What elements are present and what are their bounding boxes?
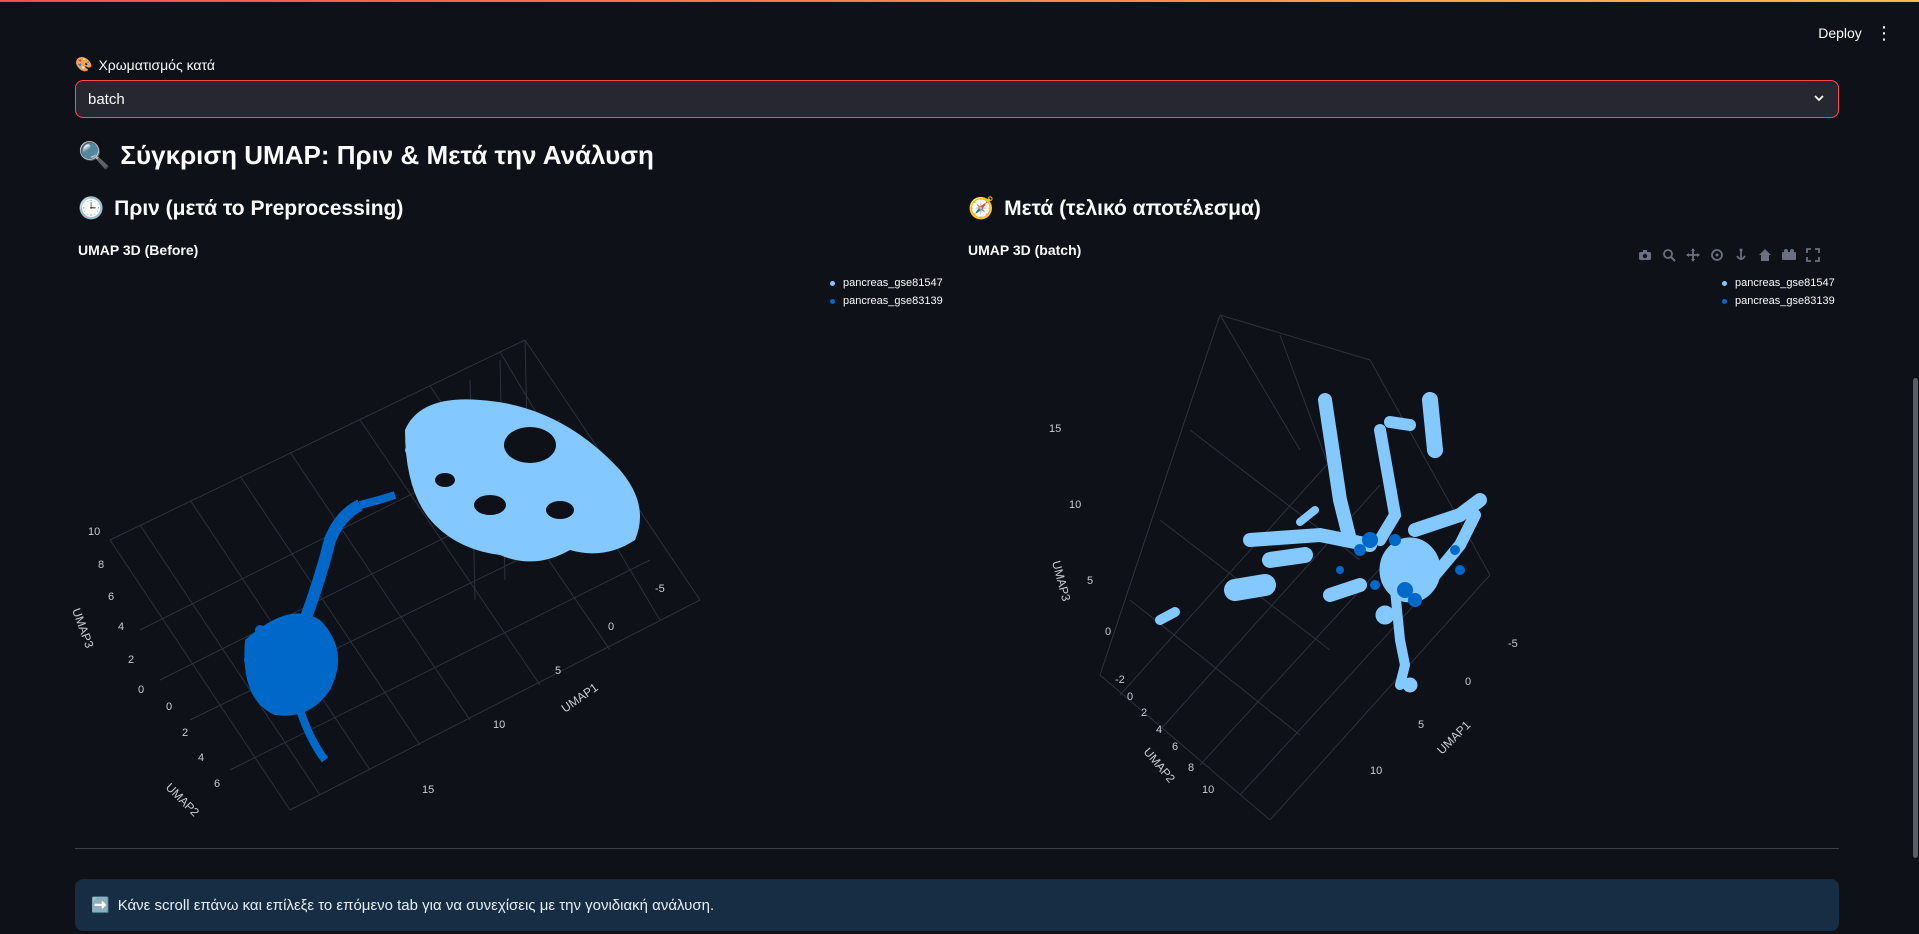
x-tick: 5 bbox=[1418, 719, 1424, 731]
before-heading-text: Πριν (μετά το Preprocessing) bbox=[114, 197, 404, 220]
z-tick: 6 bbox=[108, 591, 114, 603]
before-umap-plot[interactable]: 10 8 6 4 2 0 0 2 4 6 -5 0 5 10 15 UMAP1 … bbox=[60, 300, 760, 820]
top-decoration-line bbox=[0, 0, 1919, 2]
y-tick: 10 bbox=[1202, 784, 1214, 796]
x-tick: 0 bbox=[608, 621, 614, 633]
z-tick: 2 bbox=[128, 654, 134, 666]
before-heading: 🕒 Πριν (μετά το Preprocessing) bbox=[78, 197, 403, 221]
after-z-ticks: 15 10 5 0 bbox=[1049, 423, 1111, 638]
x-axis-label: UMAP1 bbox=[559, 680, 601, 715]
chevron-down-icon bbox=[1812, 91, 1826, 108]
before-y-ticks: 0 2 4 6 bbox=[166, 701, 220, 790]
color-select-label: 🎨 Χρωματισμός κατά bbox=[75, 56, 215, 73]
color-select-dropdown[interactable]: batch bbox=[75, 80, 1839, 118]
before-x-ticks: -5 0 5 10 15 bbox=[422, 583, 665, 796]
after-plot-legend[interactable]: pancreas_gse81547 pancreas_gse83139 bbox=[1722, 274, 1835, 310]
info-alert-text: Κάνε scroll επάνω και επίλεξε το επόμενο… bbox=[117, 896, 715, 914]
z-axis-label: UMAP3 bbox=[1049, 559, 1073, 603]
x-tick: -5 bbox=[1508, 638, 1518, 650]
y-tick: 4 bbox=[198, 752, 204, 764]
z-tick: 8 bbox=[98, 559, 104, 571]
color-select-value: batch bbox=[88, 90, 125, 108]
comparison-title-text: Σύγκριση UMAP: Πριν & Μετά την Ανάλυση bbox=[120, 140, 654, 170]
z-tick: 15 bbox=[1049, 423, 1061, 435]
legend-marker bbox=[1722, 298, 1727, 304]
camera-icon[interactable] bbox=[1636, 248, 1654, 265]
legend-label: pancreas_gse83139 bbox=[843, 295, 943, 307]
compass-icon: 🧭 bbox=[968, 197, 995, 220]
x-tick: -5 bbox=[655, 583, 665, 595]
x-axis-label: UMAP1 bbox=[1434, 718, 1473, 757]
after-heading: 🧭 Μετά (τελικό αποτέλεσμα) bbox=[968, 197, 1261, 221]
x-tick: 15 bbox=[422, 784, 434, 796]
y-axis-label: UMAP2 bbox=[163, 780, 202, 819]
y-tick: 0 bbox=[166, 701, 172, 713]
y-tick: 8 bbox=[1188, 762, 1194, 774]
before-z-ticks: 10 8 6 4 2 0 bbox=[88, 526, 144, 696]
turntable-icon[interactable] bbox=[1732, 248, 1750, 265]
legend-item[interactable]: pancreas_gse83139 bbox=[830, 292, 943, 310]
y-tick: 2 bbox=[182, 727, 188, 739]
legend-marker bbox=[830, 280, 835, 286]
x-tick: 10 bbox=[493, 719, 505, 731]
before-series-gse83139 bbox=[244, 491, 397, 763]
pan-icon[interactable] bbox=[1684, 248, 1702, 265]
x-tick: 5 bbox=[555, 665, 561, 677]
color-select-label-text: Χρωματισμός κατά bbox=[98, 56, 215, 73]
before-plot-title: UMAP 3D (Before) bbox=[78, 242, 199, 258]
after-y-ticks: -2 0 2 4 6 8 10 bbox=[1115, 674, 1214, 796]
legend-item[interactable]: pancreas_gse81547 bbox=[1722, 274, 1835, 292]
after-heading-text: Μετά (τελικό αποτέλεσμα) bbox=[1004, 197, 1261, 220]
z-tick: 0 bbox=[1105, 626, 1111, 638]
legend-label: pancreas_gse81547 bbox=[843, 277, 943, 289]
zoom-icon[interactable] bbox=[1660, 248, 1678, 265]
before-plot-legend[interactable]: pancreas_gse81547 pancreas_gse83139 bbox=[830, 274, 943, 310]
clock-icon: 🕒 bbox=[78, 197, 105, 220]
comparison-title: 🔍 Σύγκριση UMAP: Πριν & Μετά την Ανάλυση bbox=[78, 140, 654, 171]
legend-label: pancreas_gse81547 bbox=[1735, 277, 1835, 289]
plot-modebar bbox=[1636, 248, 1822, 265]
z-tick: 10 bbox=[88, 526, 100, 538]
y-tick: -2 bbox=[1115, 674, 1125, 686]
y-tick: 6 bbox=[214, 778, 220, 790]
y-tick: 0 bbox=[1127, 691, 1133, 703]
before-series-gse81547 bbox=[405, 399, 640, 562]
info-alert: ➡️ Κάνε scroll επάνω και επίλεξε το επόμ… bbox=[75, 879, 1839, 931]
z-tick: 5 bbox=[1087, 575, 1093, 587]
y-tick: 4 bbox=[1156, 724, 1162, 736]
z-tick: 10 bbox=[1069, 499, 1081, 511]
fullscreen-icon[interactable] bbox=[1804, 248, 1822, 265]
y-tick: 6 bbox=[1172, 741, 1178, 753]
orbit-icon[interactable] bbox=[1708, 248, 1726, 265]
y-tick: 2 bbox=[1141, 707, 1147, 719]
section-divider bbox=[75, 848, 1839, 849]
after-umap-plot[interactable]: 15 10 5 0 -2 0 2 4 6 8 10 -5 0 5 10 UMAP… bbox=[1040, 300, 1600, 820]
legend-item[interactable]: pancreas_gse83139 bbox=[1722, 292, 1835, 310]
legend-item[interactable]: pancreas_gse81547 bbox=[830, 274, 943, 292]
deploy-button[interactable]: Deploy bbox=[1818, 25, 1862, 41]
legend-marker bbox=[1722, 280, 1727, 286]
page-scrollbar[interactable] bbox=[1913, 378, 1918, 858]
z-axis-label: UMAP3 bbox=[69, 606, 96, 650]
z-tick: 0 bbox=[138, 684, 144, 696]
legend-label: pancreas_gse83139 bbox=[1735, 295, 1835, 307]
palette-icon: 🎨 bbox=[75, 56, 93, 72]
arrow-right-icon: ➡️ bbox=[91, 897, 110, 914]
after-x-ticks: -5 0 5 10 bbox=[1370, 638, 1518, 777]
legend-marker bbox=[830, 298, 835, 304]
after-plot-title: UMAP 3D (batch) bbox=[968, 242, 1082, 258]
z-tick: 4 bbox=[118, 621, 124, 633]
after-series-gse83139 bbox=[1336, 532, 1465, 607]
magnifier-icon: 🔍 bbox=[78, 140, 111, 170]
x-tick: 0 bbox=[1465, 676, 1471, 688]
camera-views-icon[interactable] bbox=[1780, 248, 1798, 265]
home-icon[interactable] bbox=[1756, 248, 1774, 265]
main-menu-icon[interactable]: ⋮ bbox=[1875, 22, 1893, 43]
x-tick: 10 bbox=[1370, 765, 1382, 777]
after-series-gse81547 bbox=[1155, 392, 1487, 693]
before-grid bbox=[109, 339, 701, 811]
